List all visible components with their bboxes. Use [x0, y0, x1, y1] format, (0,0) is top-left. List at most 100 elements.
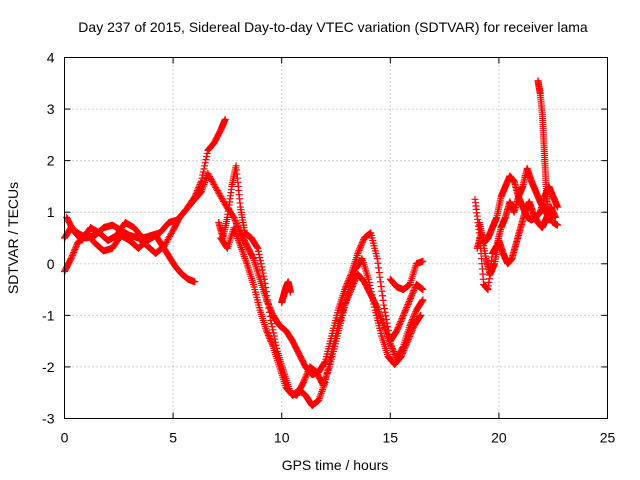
data-point — [410, 312, 418, 320]
data-point — [322, 372, 330, 380]
data-point — [269, 326, 277, 334]
data-point — [393, 327, 401, 335]
x-axis-label: GPS time / hours — [282, 457, 389, 473]
data-point — [263, 292, 271, 300]
data-point — [320, 359, 328, 367]
data-point — [201, 162, 209, 170]
x-tick-label: 10 — [274, 430, 290, 446]
data-point — [382, 315, 390, 323]
data-point — [417, 311, 425, 319]
chart-title: Day 237 of 2015, Sidereal Day-to-day VTE… — [78, 19, 588, 35]
data-point — [254, 244, 262, 252]
data-point — [395, 321, 403, 329]
data-point — [71, 245, 79, 253]
y-tick-label: -2 — [42, 359, 55, 375]
data-point — [203, 153, 211, 161]
y-tick-label: 1 — [47, 204, 55, 220]
data-point — [348, 284, 356, 292]
data-point — [388, 344, 396, 352]
data-point — [266, 308, 274, 316]
data-point — [365, 275, 373, 283]
data-point — [301, 374, 309, 382]
data-point — [203, 149, 211, 157]
data-point — [389, 346, 397, 354]
data-point — [406, 296, 414, 304]
data-point — [407, 294, 414, 302]
data-point — [390, 349, 398, 357]
y-tick-label: -3 — [42, 411, 55, 427]
data-point — [264, 300, 272, 308]
data-point — [249, 253, 257, 261]
data-point — [321, 378, 329, 386]
data-point — [397, 318, 405, 326]
data-point — [409, 288, 417, 296]
data-point — [377, 282, 385, 290]
data-point — [401, 308, 409, 316]
data-point — [400, 310, 408, 318]
data-point — [266, 312, 274, 320]
x-tick-label: 25 — [600, 430, 616, 446]
data-point — [386, 340, 394, 348]
data-point — [202, 156, 210, 164]
data-point — [410, 311, 418, 319]
series-track-7 — [386, 257, 427, 294]
data-point — [345, 292, 353, 300]
data-point — [408, 290, 416, 298]
data-point — [341, 299, 349, 307]
data-point — [345, 290, 353, 298]
data-point — [70, 248, 78, 256]
data-point — [300, 377, 308, 385]
data-point — [268, 323, 276, 331]
data-point — [326, 354, 334, 362]
data-point — [393, 325, 401, 333]
data-point — [374, 259, 382, 267]
data-point — [260, 272, 268, 280]
data-point — [199, 168, 207, 176]
data-point — [260, 275, 268, 283]
data-point — [554, 203, 562, 211]
data-point — [230, 213, 238, 221]
data-point — [357, 242, 365, 250]
data-point — [258, 266, 266, 274]
data-point — [350, 278, 358, 286]
data-point — [356, 243, 364, 251]
data-point — [72, 242, 80, 250]
series-track-11 — [534, 77, 553, 224]
data-point — [324, 366, 332, 374]
data-point — [68, 253, 76, 261]
data-point — [347, 287, 355, 295]
data-point — [406, 322, 414, 330]
y-tick-label: 3 — [47, 101, 55, 117]
data-point — [72, 244, 80, 252]
data-point — [410, 285, 418, 293]
data-point — [303, 371, 311, 379]
data-point — [267, 338, 275, 346]
data-point — [344, 293, 352, 301]
x-tick-labels: 0 5 10 15 20 25 — [61, 430, 616, 446]
data-point — [261, 279, 269, 287]
data-point — [394, 324, 402, 332]
x-tick-label: 0 — [61, 430, 69, 446]
data-point — [407, 293, 415, 301]
data-point — [403, 304, 411, 312]
data-point — [323, 369, 331, 377]
data-point — [267, 317, 275, 325]
data-point — [379, 296, 387, 304]
data-point — [350, 279, 358, 287]
data-point — [67, 255, 75, 263]
data-point — [351, 276, 359, 284]
data-point — [418, 297, 426, 305]
data-point — [327, 351, 335, 359]
data-point — [416, 312, 424, 320]
data-point — [266, 336, 274, 344]
data-point — [354, 248, 362, 256]
data-point — [259, 269, 267, 277]
data-point — [349, 281, 357, 289]
data-point — [398, 314, 406, 322]
data-point — [232, 218, 240, 226]
data-point — [378, 287, 386, 295]
data-point — [395, 322, 403, 330]
data-point — [408, 291, 416, 299]
data-point — [269, 329, 277, 337]
